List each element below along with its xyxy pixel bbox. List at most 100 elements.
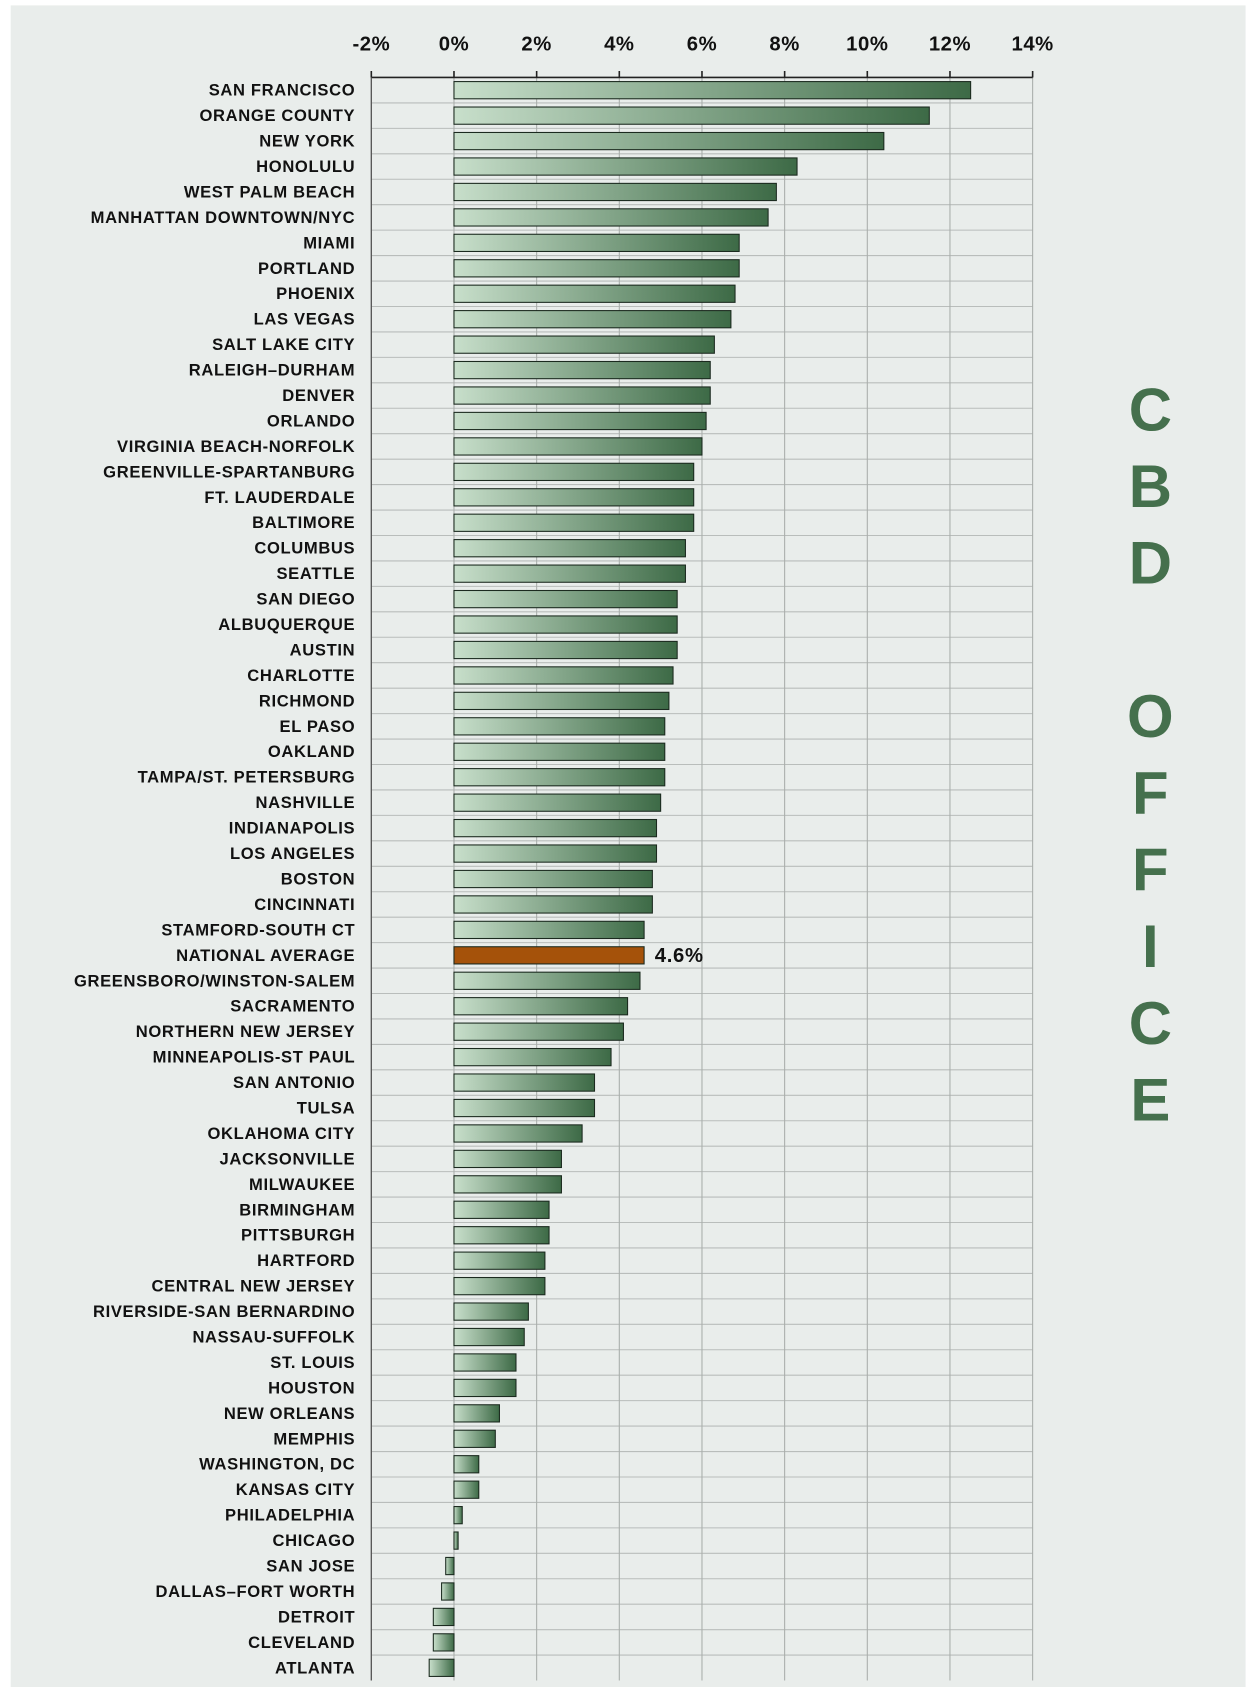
bar xyxy=(453,1200,550,1219)
bar xyxy=(453,818,658,838)
y-tick-label: KANSAS CITY xyxy=(236,1480,355,1499)
y-tick-label: PITTSBURGH xyxy=(241,1226,355,1245)
y-tick-label: PORTLAND xyxy=(258,259,355,278)
y-tick-label: CLEVELAND xyxy=(248,1633,355,1652)
bar xyxy=(432,1607,455,1627)
side-letter: D xyxy=(1129,529,1172,596)
y-tick-label: MINNEAPOLIS-ST PAUL xyxy=(153,1048,356,1067)
bar xyxy=(453,1251,546,1270)
y-tick-label: SAN FRANCISCO xyxy=(209,81,356,100)
bar xyxy=(453,182,777,202)
bar xyxy=(453,997,629,1016)
y-tick-label: FT. LAUDERDALE xyxy=(204,488,355,507)
bar xyxy=(453,310,732,329)
y-tick-label: RICHMOND xyxy=(259,691,355,710)
bar xyxy=(453,1226,550,1245)
y-tick-label: LAS VEGAS xyxy=(254,310,356,329)
y-tick-label: MIAMI xyxy=(303,233,355,252)
side-letter xyxy=(1142,606,1159,673)
y-tick-label: SAN DIEGO xyxy=(256,590,355,609)
bar xyxy=(453,844,658,863)
bar xyxy=(453,131,885,151)
bar xyxy=(453,157,798,176)
bar xyxy=(453,360,711,380)
y-tick-label: CHICAGO xyxy=(272,1531,355,1550)
y-tick-label: TAMPA/ST. PETERSBURG xyxy=(138,768,356,787)
y-tick-label: HONOLULU xyxy=(256,157,355,176)
y-tick-label: SALT LAKE CITY xyxy=(212,335,355,354)
y-tick-label: OAKLAND xyxy=(268,742,355,761)
y-tick-label: NASHVILLE xyxy=(256,793,356,812)
bar xyxy=(453,462,695,482)
bar xyxy=(453,335,715,354)
y-tick-label: SEATTLE xyxy=(276,564,355,583)
bar xyxy=(453,971,641,990)
bar xyxy=(453,1149,562,1169)
bar xyxy=(453,411,707,431)
bar xyxy=(453,1378,517,1398)
y-tick-label: VIRGINIA BEACH-NORFOLK xyxy=(117,437,355,456)
y-tick-label: ATLANTA xyxy=(275,1658,355,1677)
y-tick-label: PHOENIX xyxy=(276,284,355,303)
y-tick-label: ST. LOUIS xyxy=(270,1353,355,1372)
x-tick-label: 0% xyxy=(439,34,469,56)
y-tick-label: CENTRAL NEW JERSEY xyxy=(151,1277,355,1296)
bar xyxy=(453,259,740,278)
bar xyxy=(453,1098,596,1118)
x-tick-label: 6% xyxy=(687,34,717,56)
y-tick-label: MANHATTAN DOWNTOWN/NYC xyxy=(91,208,356,227)
bar xyxy=(453,666,674,685)
bar xyxy=(453,895,653,914)
side-letter: F xyxy=(1132,836,1169,903)
y-tick-label: MEMPHIS xyxy=(273,1429,355,1448)
x-tick-label: 10% xyxy=(846,34,888,56)
side-letter: C xyxy=(1129,376,1172,443)
bar xyxy=(453,437,703,456)
bar xyxy=(453,233,740,253)
y-tick-label: BIRMINGHAM xyxy=(239,1200,355,1219)
y-tick-label: WASHINGTON, DC xyxy=(199,1455,355,1474)
side-letter: C xyxy=(1129,990,1172,1057)
bar xyxy=(445,1556,455,1576)
bar xyxy=(453,1531,459,1550)
bar xyxy=(453,284,736,303)
y-tick-label: RIVERSIDE-SAN BERNARDINO xyxy=(93,1302,355,1321)
y-tick-label: GREENSBORO/WINSTON-SALEM xyxy=(74,971,355,990)
bar xyxy=(453,946,645,965)
bar xyxy=(453,1047,612,1067)
bar xyxy=(453,106,930,125)
y-tick-label: LOS ANGELES xyxy=(230,844,355,863)
bar xyxy=(453,1327,525,1347)
y-tick-label: STAMFORD-SOUTH CT xyxy=(161,920,355,939)
bar xyxy=(453,1073,596,1092)
y-tick-label: NORTHERN NEW JERSEY xyxy=(136,1022,355,1041)
bar xyxy=(453,488,695,507)
y-tick-label: AUSTIN xyxy=(290,640,356,659)
bar xyxy=(453,589,678,609)
y-tick-label: ALBUQUERQUE xyxy=(218,615,355,634)
bar xyxy=(453,869,653,889)
side-letter: I xyxy=(1142,913,1159,980)
y-tick-label: JACKSONVILLE xyxy=(220,1149,356,1168)
y-tick-label: PHILADELPHIA xyxy=(225,1506,355,1525)
x-tick-label: 4% xyxy=(604,34,634,56)
y-tick-label: DENVER xyxy=(282,386,355,405)
side-letter: F xyxy=(1132,760,1169,827)
bar xyxy=(453,1175,562,1194)
y-tick-label: TULSA xyxy=(297,1098,355,1117)
y-tick-label: SACRAMENTO xyxy=(230,997,355,1016)
bar xyxy=(453,615,678,634)
bar xyxy=(453,1124,583,1143)
bar xyxy=(453,691,670,711)
y-tick-label: MILWAUKEE xyxy=(249,1175,355,1194)
bar xyxy=(453,717,666,736)
bar xyxy=(453,208,769,227)
bar xyxy=(453,1404,500,1423)
bar xyxy=(453,386,711,405)
y-tick-label: SAN ANTONIO xyxy=(233,1073,355,1092)
bar xyxy=(453,1302,529,1321)
bar xyxy=(453,81,972,100)
bar xyxy=(453,1353,517,1372)
side-letter: O xyxy=(1127,683,1174,750)
